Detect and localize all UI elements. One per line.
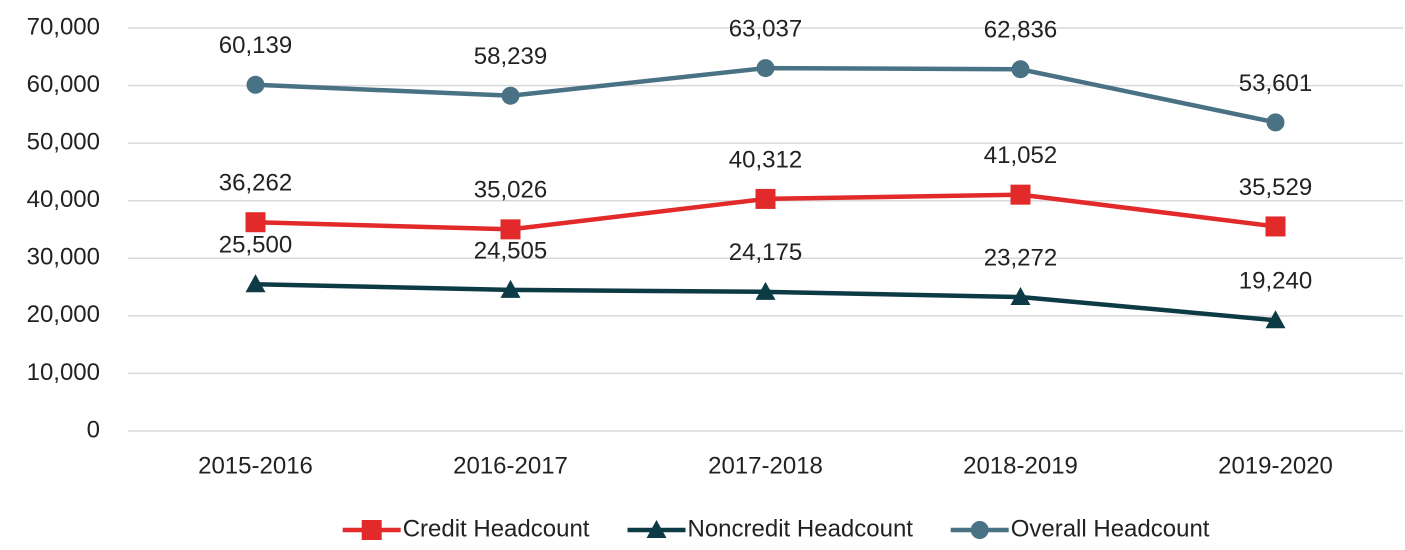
data-point bbox=[1265, 310, 1286, 329]
legend-marker bbox=[361, 520, 382, 540]
y-tick-label: 20,000 bbox=[27, 301, 100, 328]
y-tick-label: 10,000 bbox=[27, 359, 100, 386]
data-label: 60,139 bbox=[219, 32, 292, 59]
data-point bbox=[245, 274, 266, 293]
x-tick-label: 2017-2018 bbox=[708, 452, 823, 479]
data-label: 23,272 bbox=[984, 244, 1057, 271]
data-point bbox=[246, 75, 265, 94]
legend-marker bbox=[970, 521, 989, 539]
data-point bbox=[1265, 216, 1286, 237]
data-label: 40,312 bbox=[729, 146, 802, 173]
x-tick-label: 2015-2016 bbox=[198, 452, 313, 479]
y-tick-label: 0 bbox=[87, 416, 100, 443]
data-point bbox=[245, 212, 266, 233]
data-point bbox=[1010, 184, 1031, 205]
y-tick-label: 50,000 bbox=[27, 128, 100, 155]
legend-marker bbox=[646, 520, 667, 538]
data-point bbox=[500, 219, 521, 240]
legend-label: Credit Headcount bbox=[403, 515, 590, 542]
data-label: 53,601 bbox=[1239, 70, 1312, 97]
data-point bbox=[1010, 287, 1031, 306]
legend-label: Noncredit Headcount bbox=[688, 515, 914, 542]
legend-label: Overall Headcount bbox=[1011, 515, 1210, 542]
data-label: 35,529 bbox=[1239, 174, 1312, 201]
data-point bbox=[500, 279, 521, 298]
data-point bbox=[1266, 113, 1285, 132]
data-label: 24,175 bbox=[729, 239, 802, 266]
data-label: 41,052 bbox=[984, 142, 1057, 169]
data-point bbox=[755, 188, 776, 209]
data-label: 24,505 bbox=[474, 237, 547, 264]
data-label: 35,026 bbox=[474, 177, 547, 204]
data-label: 62,836 bbox=[984, 17, 1057, 44]
data-point bbox=[756, 59, 775, 78]
y-tick-label: 30,000 bbox=[27, 244, 100, 271]
x-tick-label: 2018-2019 bbox=[963, 452, 1078, 479]
y-tick-label: 60,000 bbox=[27, 71, 100, 98]
data-label: 36,262 bbox=[219, 170, 292, 197]
data-point bbox=[755, 281, 776, 300]
y-tick-label: 70,000 bbox=[27, 13, 100, 40]
x-tick-label: 2016-2017 bbox=[453, 452, 568, 479]
data-point bbox=[501, 86, 520, 105]
x-tick-label: 2019-2020 bbox=[1218, 452, 1333, 479]
y-tick-label: 40,000 bbox=[27, 186, 100, 213]
data-point bbox=[1011, 60, 1030, 79]
data-label: 63,037 bbox=[729, 15, 802, 42]
data-label: 19,240 bbox=[1239, 268, 1312, 295]
data-label: 58,239 bbox=[474, 43, 547, 70]
data-label: 25,500 bbox=[219, 232, 292, 259]
